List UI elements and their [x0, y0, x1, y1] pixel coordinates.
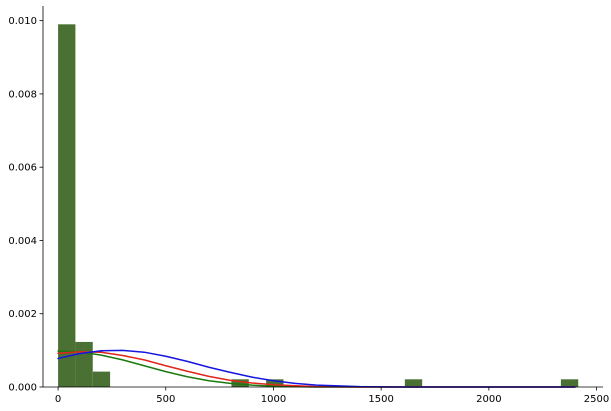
histogram-bar-6 — [560, 379, 579, 387]
histogram-bar-0 — [58, 24, 76, 387]
histogram-bar-2 — [92, 371, 111, 387]
x-tick-label: 2000 — [476, 394, 501, 405]
histogram-bars — [58, 24, 579, 387]
fit-curves — [57, 349, 576, 388]
histogram-bar-4 — [266, 379, 284, 387]
y-tick-label: 0.000 — [8, 383, 37, 394]
y-tick-label: 0.008 — [8, 89, 37, 100]
y-axis-ticks: 0.000 0.002 0.004 0.006 0.008 0.010 — [8, 16, 43, 394]
x-tick-label: 0 — [55, 394, 61, 405]
fit-curve-0 — [57, 350, 576, 388]
y-tick-label: 0.006 — [8, 163, 37, 174]
x-tick-label: 1000 — [261, 394, 286, 405]
x-axis-ticks: 0 500 1000 1500 2000 2500 — [55, 387, 609, 405]
x-tick-label: 2500 — [584, 394, 609, 405]
axes — [42, 6, 603, 388]
fit-curve-2 — [57, 349, 576, 388]
y-tick-label: 0.004 — [8, 236, 37, 247]
y-tick-label: 0.002 — [8, 309, 37, 320]
histogram-bar-1 — [75, 341, 93, 387]
y-tick-label: 0.010 — [8, 16, 37, 27]
x-tick-label: 500 — [156, 394, 175, 405]
fit-curve-1 — [57, 351, 576, 388]
histogram-bar-5 — [404, 379, 423, 387]
x-tick-label: 1500 — [368, 394, 393, 405]
histogram-bar-3 — [231, 379, 249, 387]
